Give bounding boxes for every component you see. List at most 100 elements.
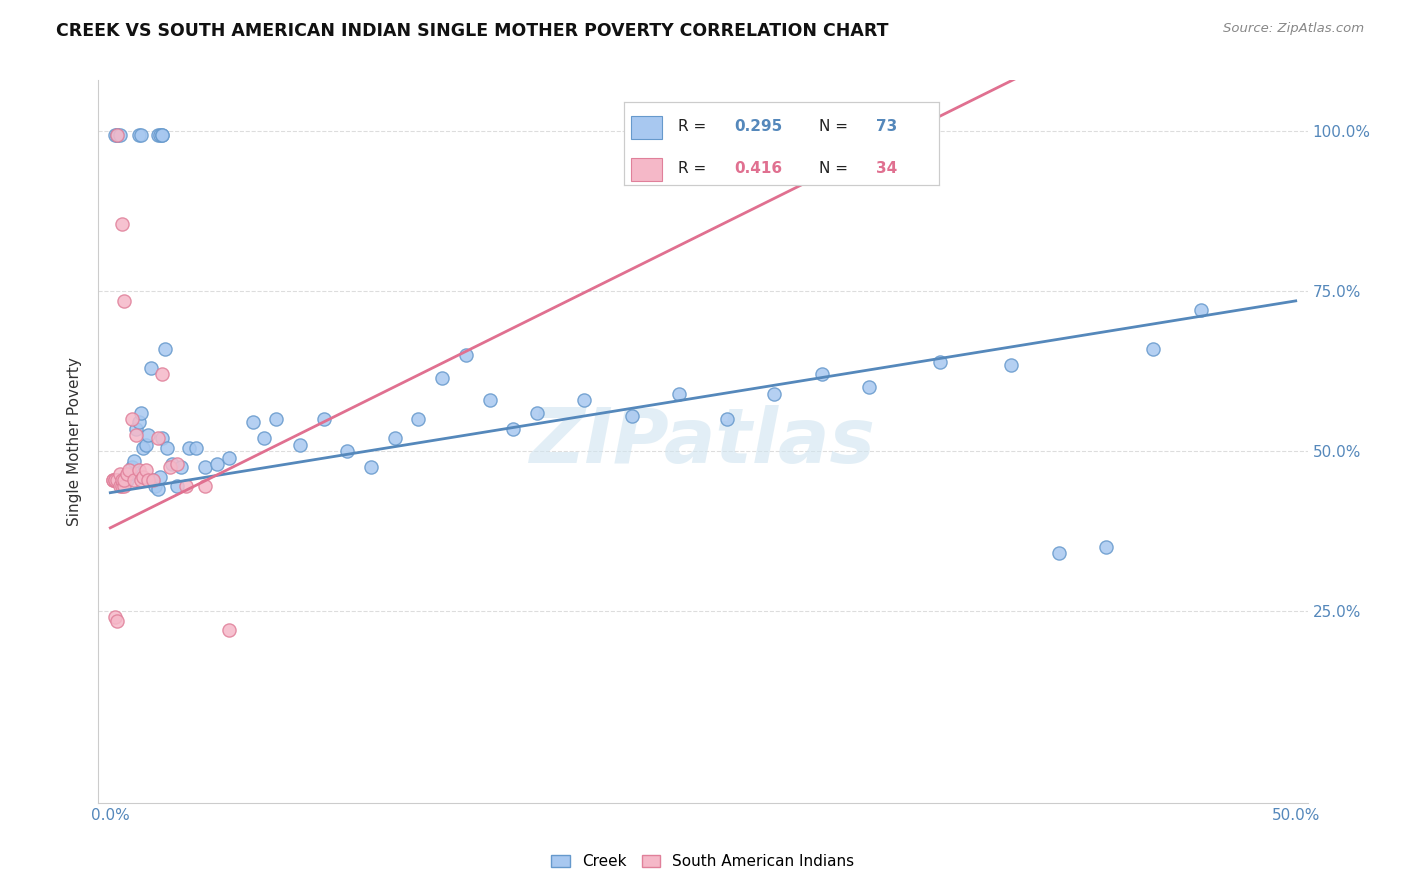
Point [478,392,501,407]
Point [156,441,179,455]
Point [114,473,136,487]
Point [111,473,134,487]
Point [153,342,176,356]
Legend: Creek, South American Indians: Creek, South American Indians [546,848,860,875]
Point [108,473,131,487]
Point [136,473,159,487]
Point [105,128,128,142]
Point [502,422,524,436]
Point [108,467,131,481]
Point [763,386,786,401]
Point [146,483,169,497]
Point [810,368,832,382]
Point [108,479,131,493]
Point [288,438,311,452]
Point [136,428,159,442]
Point [105,473,128,487]
Point [105,128,128,142]
Point [104,473,127,487]
Point [253,431,276,445]
Point [104,610,127,624]
Point [716,412,738,426]
Y-axis label: Single Mother Poverty: Single Mother Poverty [67,357,83,526]
Point [111,217,134,231]
Point [104,473,127,487]
Point [184,441,207,455]
Point [105,473,128,487]
Point [105,473,128,487]
Point [132,469,155,483]
Point [620,409,643,423]
Point [128,128,150,142]
Text: Source: ZipAtlas.com: Source: ZipAtlas.com [1223,22,1364,36]
Text: CREEK VS SOUTH AMERICAN INDIAN SINGLE MOTHER POVERTY CORRELATION CHART: CREEK VS SOUTH AMERICAN INDIAN SINGLE MO… [56,22,889,40]
Text: ZIPatlas: ZIPatlas [530,405,876,478]
Point [114,479,136,493]
Point [264,412,287,426]
Point [384,431,406,445]
Point [170,460,193,475]
Point [146,431,169,445]
Point [336,444,359,458]
Point [205,457,228,471]
Point [115,473,138,487]
Point [118,463,141,477]
Point [143,479,166,493]
Point [149,469,172,483]
Point [135,438,157,452]
Point [115,467,138,481]
Point [1047,546,1070,560]
Point [166,479,188,493]
Point [108,473,131,487]
Point [1189,303,1212,318]
Point [408,412,430,426]
Point [129,128,152,142]
Point [129,406,152,420]
Point [668,386,690,401]
Point [142,473,165,487]
Point [125,428,148,442]
Point [108,128,131,142]
Point [242,415,264,429]
Point [111,479,134,493]
Point [135,463,157,477]
Point [1095,540,1118,554]
Point [218,450,240,465]
Point [128,415,150,429]
Point [1142,342,1164,356]
Point [101,473,124,487]
Point [152,368,174,382]
Point [104,473,127,487]
Point [105,614,128,628]
Point [194,460,217,475]
Point [574,392,596,407]
Point [454,348,477,362]
Point [115,473,138,487]
Point [146,128,169,142]
Point [121,460,143,475]
Point [160,457,183,471]
Point [139,361,162,376]
Point [122,454,145,468]
Point [114,473,136,487]
Point [104,473,127,487]
Point [128,463,150,477]
Point [152,128,174,142]
Point [132,441,155,455]
Point [218,623,240,637]
Point [1000,358,1022,372]
Point [114,473,136,487]
Point [105,128,128,142]
Point [121,412,143,426]
Point [858,380,880,394]
Point [129,473,152,487]
Point [174,479,197,493]
Point [929,354,952,368]
Point [152,128,174,142]
Point [432,370,454,384]
Point [114,293,136,308]
Point [166,457,188,471]
Point [159,460,181,475]
Point [152,431,174,445]
Point [142,473,165,487]
